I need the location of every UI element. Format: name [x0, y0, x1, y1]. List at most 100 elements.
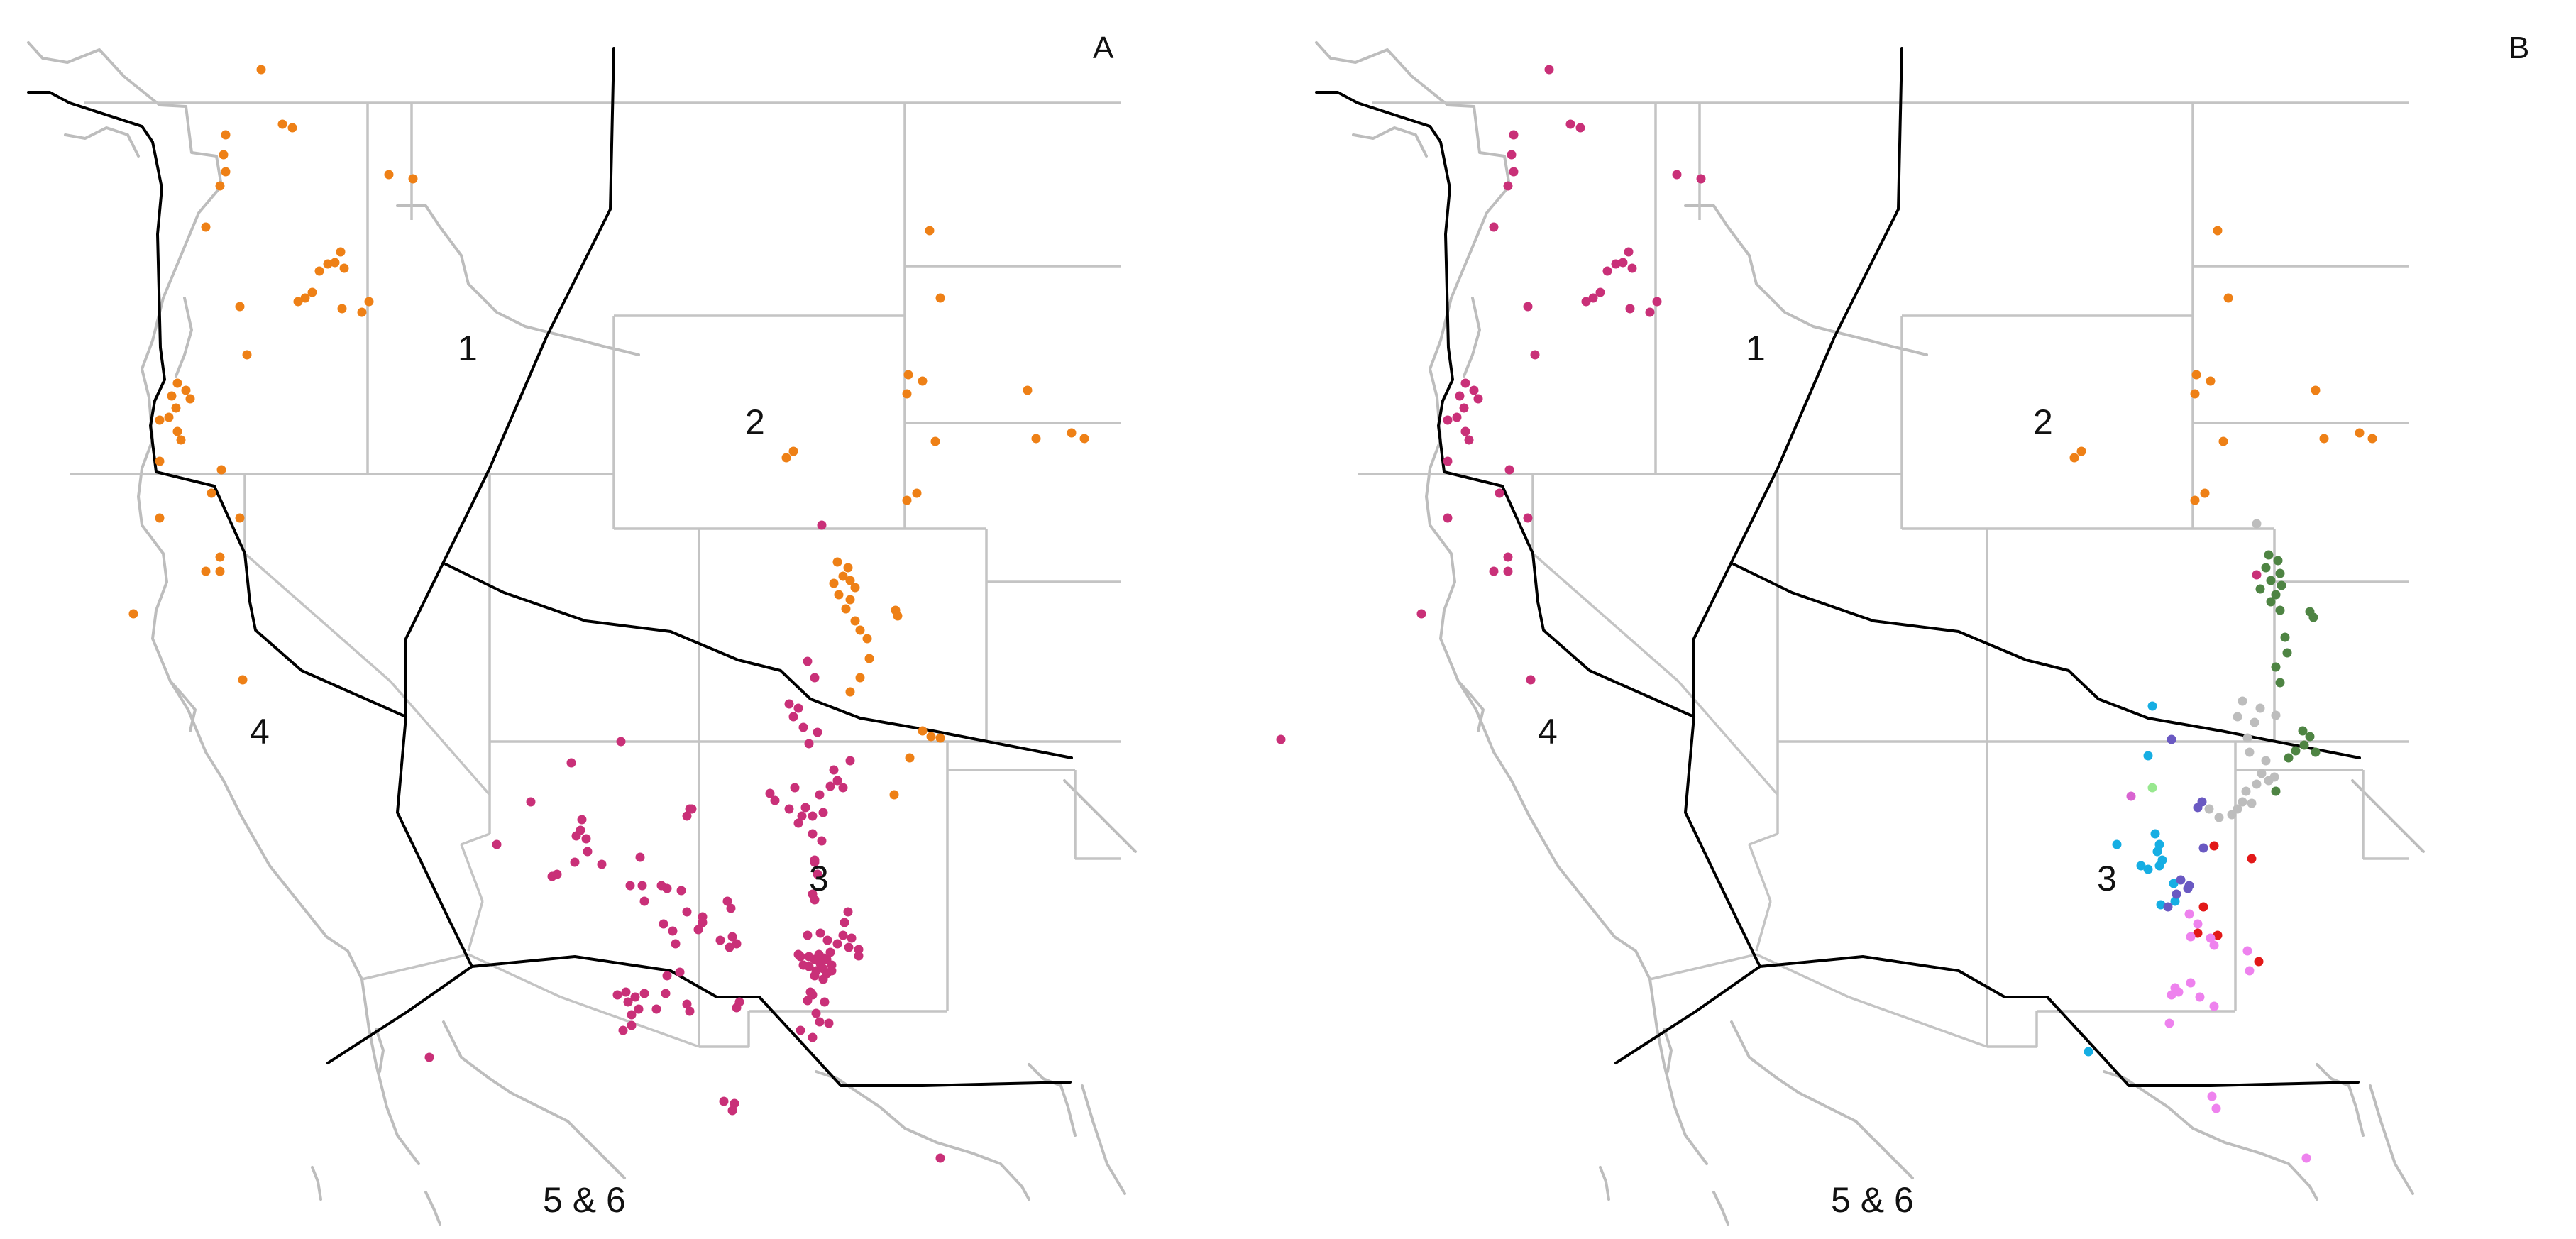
region-label-5-6: 5 & 6	[543, 1180, 626, 1220]
sample-point	[2209, 1001, 2219, 1011]
sample-point	[583, 847, 593, 857]
sample-point	[1416, 609, 1426, 619]
sample-point	[2245, 966, 2255, 976]
sample-point	[547, 871, 557, 881]
sample-point	[2250, 717, 2259, 727]
state-borders	[70, 101, 1121, 1048]
sample-point	[2214, 813, 2224, 822]
sample-point	[818, 808, 828, 817]
sample-point	[1565, 119, 1575, 129]
sample-point	[637, 881, 647, 891]
sample-point	[832, 557, 842, 567]
sample-point	[2164, 1018, 2174, 1028]
sample-point	[822, 935, 832, 945]
sample-point	[1023, 385, 1033, 395]
sample-point	[2242, 733, 2252, 743]
sample-point	[215, 181, 225, 191]
sample-point	[661, 989, 671, 998]
sample-point	[2213, 226, 2223, 236]
sample-point	[384, 170, 394, 180]
sample-point	[832, 776, 842, 786]
sample-point	[1530, 350, 1540, 360]
sample-point	[337, 304, 347, 314]
sample-point	[1503, 566, 1513, 576]
sample-point	[784, 804, 794, 814]
sample-point	[581, 834, 591, 844]
sample-point	[128, 609, 138, 619]
panel-letter-b: B	[2509, 31, 2529, 65]
sample-point	[2176, 875, 2186, 885]
sample-point	[2204, 804, 2214, 814]
sample-point	[618, 1025, 628, 1035]
sample-point	[2213, 930, 2223, 940]
sample-point	[2301, 1153, 2311, 1163]
sample-point	[2275, 568, 2285, 578]
sample-point	[727, 932, 737, 942]
sample-point	[1581, 297, 1591, 307]
sample-point	[2367, 434, 2377, 444]
sample-point	[2271, 662, 2281, 672]
sample-point	[810, 954, 820, 964]
sample-point	[2247, 798, 2257, 808]
sample-point	[926, 732, 936, 742]
sample-point	[698, 918, 708, 927]
sample-point	[277, 119, 287, 129]
sample-point	[2275, 605, 2285, 615]
sample-point	[854, 945, 864, 954]
sample-point	[902, 389, 912, 399]
sample-point	[323, 259, 333, 269]
sample-point	[804, 739, 814, 749]
sample-point	[2126, 791, 2136, 801]
sample-point	[2255, 584, 2265, 594]
sample-point	[1652, 297, 1662, 307]
sample-point	[798, 722, 808, 732]
sample-point	[1627, 263, 1637, 273]
sample-point	[2311, 385, 2321, 395]
sample-point	[215, 552, 225, 562]
sample-point	[662, 971, 672, 981]
sample-point	[2252, 519, 2262, 529]
sample-point	[793, 818, 803, 828]
sample-point	[930, 436, 940, 446]
sample-point	[221, 167, 231, 177]
sample-point	[847, 933, 857, 943]
sample-point	[2277, 580, 2286, 590]
region-label-4: 4	[1538, 712, 1558, 751]
sample-point	[2169, 879, 2179, 888]
sample-point	[841, 604, 851, 614]
sample-point	[1509, 167, 1519, 177]
sample-point	[813, 869, 822, 879]
sample-point	[824, 1018, 834, 1028]
sample-point	[2271, 590, 2281, 600]
region-label-2: 2	[745, 402, 765, 442]
sample-point	[1452, 412, 1462, 422]
sample-point	[2143, 864, 2153, 874]
sample-point	[1489, 222, 1499, 232]
sample-point	[1618, 258, 1628, 268]
sample-point	[788, 712, 798, 722]
sample-point	[2233, 712, 2242, 722]
sample-point	[2147, 701, 2157, 711]
sample-point	[685, 804, 695, 814]
sample-point	[798, 960, 808, 970]
sample-point	[793, 703, 803, 713]
sample-point	[2084, 1047, 2093, 1057]
sample-point	[235, 513, 245, 523]
sample-point	[905, 753, 915, 763]
sample-point	[2190, 495, 2200, 505]
sample-point	[810, 673, 820, 683]
panel-letter-a: A	[1093, 31, 1114, 65]
sample-point	[526, 797, 536, 807]
sample-point	[2143, 751, 2153, 761]
sample-point	[2207, 1091, 2217, 1101]
sample-point	[639, 989, 649, 998]
sample-point	[845, 756, 855, 766]
sample-point	[662, 883, 672, 893]
sample-point	[784, 699, 794, 709]
sample-point	[843, 563, 853, 573]
sample-point	[155, 513, 165, 523]
sample-point	[727, 1106, 737, 1116]
sample-point	[838, 783, 848, 793]
sample-point	[2252, 570, 2262, 580]
